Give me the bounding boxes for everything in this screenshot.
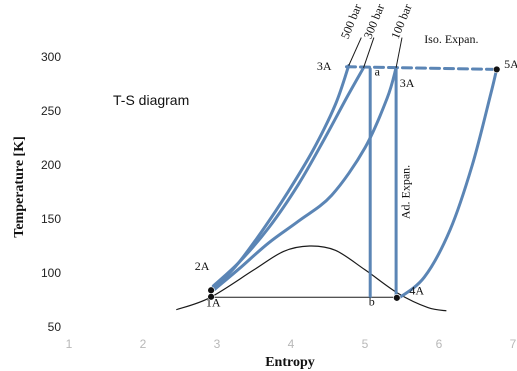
state-point-marker: [207, 286, 215, 294]
x-tick-label: 6: [436, 337, 443, 351]
state-point-marker: [493, 65, 501, 74]
x-tick-label: 5: [362, 337, 369, 351]
annotation-label: 5A: [504, 57, 517, 71]
annotation-label: 3A: [400, 76, 415, 90]
y-tick-label: 150: [41, 212, 61, 226]
process-line: [396, 67, 499, 301]
diagram-title: T-S diagram: [113, 92, 189, 108]
y-axis-title: Temperature [K]: [12, 136, 27, 237]
annotation-label: b: [369, 294, 375, 308]
isobar-label: 100 bar: [388, 2, 415, 41]
annotation-label: Ad. Expan.: [398, 165, 412, 219]
isobar-leader: [395, 37, 403, 68]
state-point-marker: [207, 293, 215, 301]
saturation-dome: [176, 245, 447, 312]
isobar-leader: [363, 37, 375, 68]
x-tick-label: 4: [288, 337, 295, 351]
y-tick-label: 300: [41, 50, 61, 64]
state-point-marker: [393, 294, 401, 302]
isobar-label: 300 bar: [361, 2, 388, 41]
x-axis-title: Entropy: [265, 355, 315, 370]
process-line: [345, 65, 500, 71]
y-tick-label: 100: [41, 266, 61, 280]
y-tick-label: 50: [48, 320, 62, 334]
annotation-label: 4A: [409, 284, 424, 298]
isobar-500-bar: [209, 64, 351, 292]
annotation-label: 2A: [195, 259, 210, 273]
x-tick-label: 1: [66, 337, 73, 351]
annotation-label: Iso. Expan.: [424, 32, 478, 46]
isobar-100-bar: [213, 66, 398, 291]
x-tick-label: 3: [214, 337, 221, 351]
annotation-label: a: [375, 64, 381, 78]
annotation-label: 3A: [317, 59, 332, 73]
x-tick-label: 7: [510, 337, 517, 351]
y-tick-label: 200: [41, 158, 61, 172]
x-tick-label: 2: [140, 337, 147, 351]
isobar-leader: [348, 37, 362, 66]
isobar-300-bar: [211, 66, 365, 288]
y-tick-label: 250: [41, 104, 61, 118]
